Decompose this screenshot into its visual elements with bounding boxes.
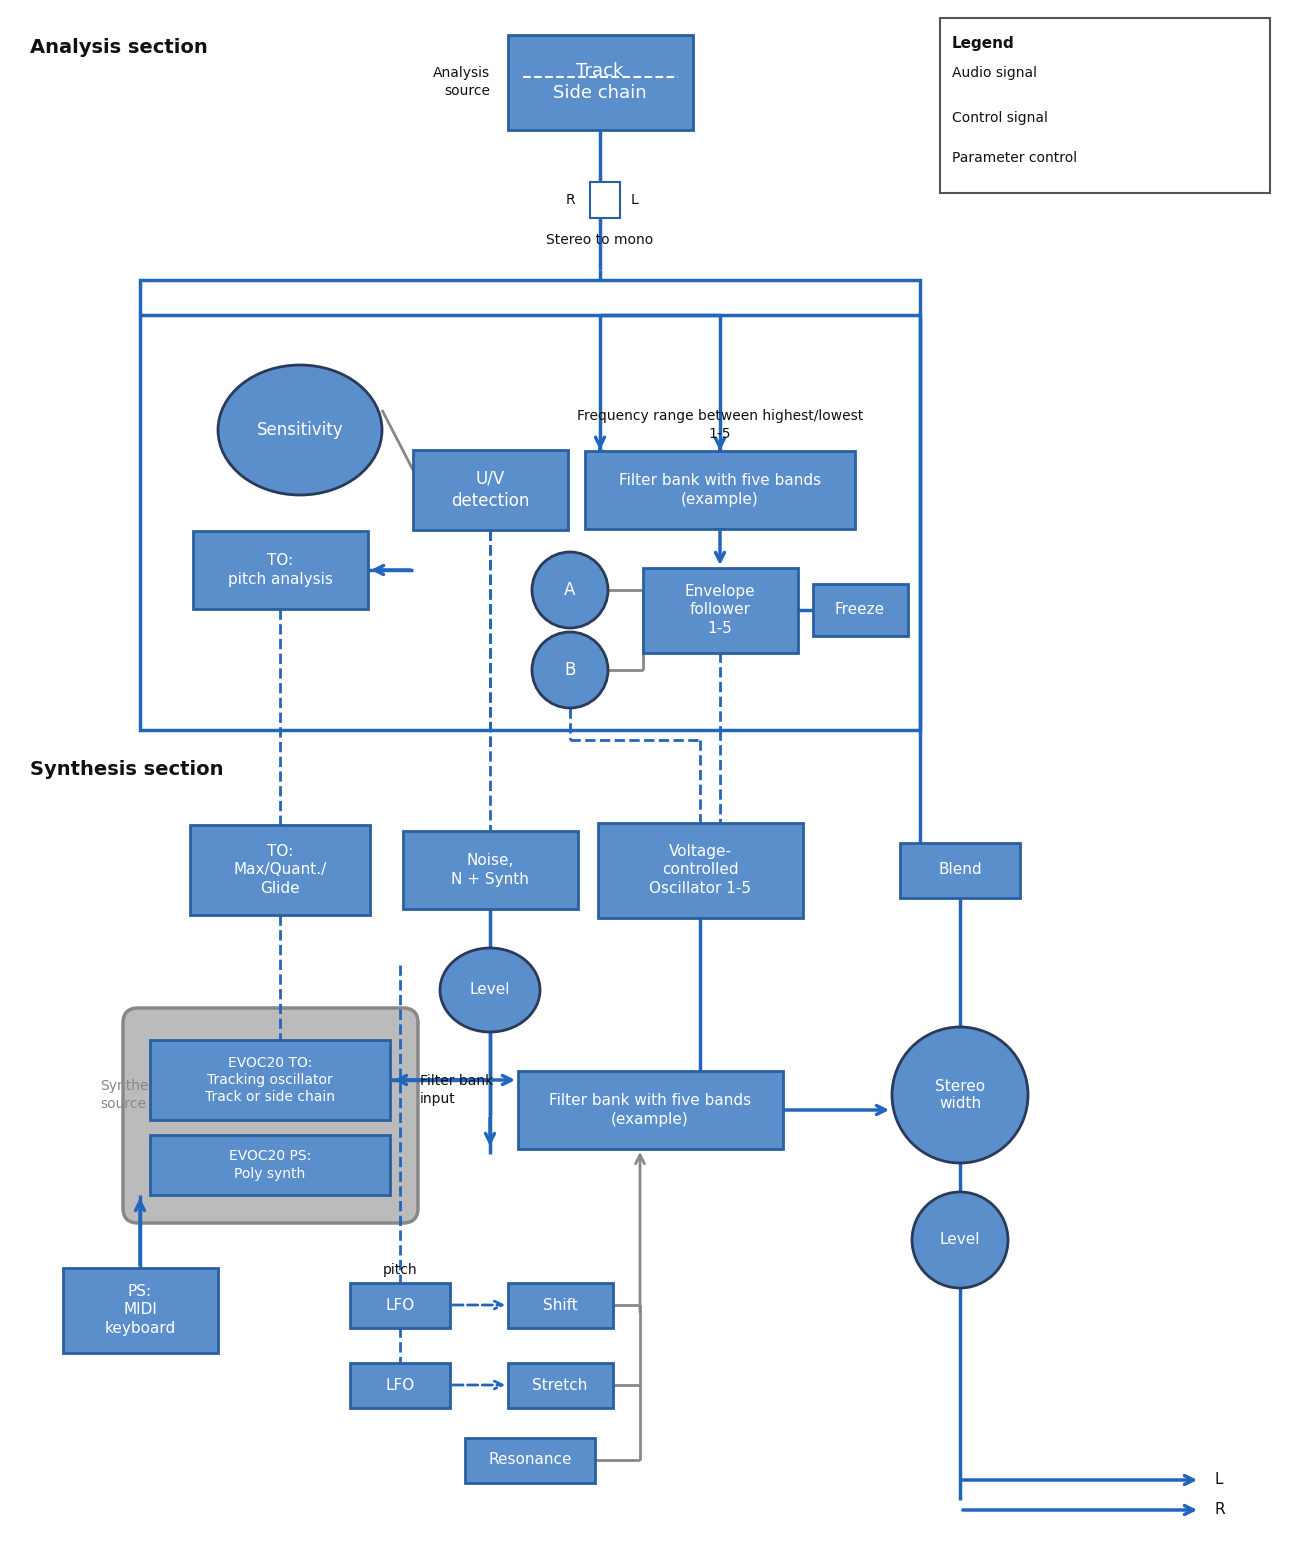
Ellipse shape	[912, 1192, 1007, 1288]
FancyBboxPatch shape	[940, 19, 1269, 193]
FancyBboxPatch shape	[150, 1134, 390, 1195]
Text: Legend: Legend	[952, 36, 1015, 51]
FancyBboxPatch shape	[517, 1071, 783, 1148]
Text: Parameter control: Parameter control	[952, 151, 1077, 165]
Text: Resonance: Resonance	[488, 1453, 571, 1467]
Text: LFO: LFO	[386, 1298, 414, 1313]
FancyBboxPatch shape	[413, 451, 568, 530]
FancyBboxPatch shape	[192, 531, 368, 609]
FancyBboxPatch shape	[507, 34, 693, 129]
Text: TO:
Max/Quant./
Glide: TO: Max/Quant./ Glide	[233, 844, 326, 897]
Ellipse shape	[218, 365, 382, 496]
Text: Level: Level	[470, 982, 511, 998]
Text: R: R	[1215, 1503, 1225, 1518]
Text: Sensitivity: Sensitivity	[257, 421, 343, 438]
FancyBboxPatch shape	[507, 1363, 613, 1408]
Text: Blend: Blend	[938, 862, 982, 878]
Text: PS:
MIDI
keyboard: PS: MIDI keyboard	[104, 1284, 175, 1336]
Text: EVOC20 TO:
Tracking oscillator
Track or side chain: EVOC20 TO: Tracking oscillator Track or …	[205, 1055, 335, 1105]
FancyBboxPatch shape	[402, 831, 578, 909]
FancyBboxPatch shape	[62, 1268, 218, 1352]
Text: Shift: Shift	[543, 1298, 578, 1313]
Text: A: A	[564, 581, 575, 598]
Text: Level: Level	[939, 1232, 980, 1248]
FancyBboxPatch shape	[584, 451, 855, 528]
FancyBboxPatch shape	[350, 1282, 450, 1327]
Text: Voltage-
controlled
Oscillator 1-5: Voltage- controlled Oscillator 1-5	[649, 844, 751, 897]
Text: Filter bank
input: Filter bank input	[421, 1074, 493, 1105]
Ellipse shape	[440, 948, 541, 1032]
Text: Synthesis
source: Synthesis source	[101, 1080, 166, 1111]
Text: U/V
detection: U/V detection	[450, 469, 529, 510]
Text: Frequency range between highest/lowest
1-5: Frequency range between highest/lowest 1…	[577, 409, 863, 441]
FancyBboxPatch shape	[350, 1363, 450, 1408]
Text: L: L	[1215, 1473, 1223, 1487]
FancyBboxPatch shape	[190, 825, 370, 915]
Text: B: B	[564, 660, 575, 679]
Text: Stereo to mono: Stereo to mono	[547, 233, 654, 247]
FancyBboxPatch shape	[123, 1009, 418, 1223]
Ellipse shape	[891, 1027, 1028, 1162]
Text: Analysis section: Analysis section	[30, 37, 208, 57]
Ellipse shape	[531, 632, 608, 709]
FancyBboxPatch shape	[590, 182, 620, 218]
Text: Filter bank with five bands
(example): Filter bank with five bands (example)	[619, 474, 820, 507]
FancyBboxPatch shape	[507, 1282, 613, 1327]
Text: Freeze: Freeze	[835, 603, 885, 617]
Text: R: R	[565, 193, 575, 207]
FancyBboxPatch shape	[900, 842, 1020, 898]
Text: Envelope
follower
1-5: Envelope follower 1-5	[685, 584, 756, 636]
Text: pitch: pitch	[383, 1263, 417, 1277]
Text: Noise,
N + Synth: Noise, N + Synth	[451, 853, 529, 887]
Text: Analysis
source: Analysis source	[433, 67, 490, 98]
Text: Stretch: Stretch	[533, 1377, 588, 1392]
Text: EVOC20 PS:
Poly synth: EVOC20 PS: Poly synth	[228, 1150, 311, 1181]
FancyBboxPatch shape	[813, 584, 907, 636]
Text: Synthesis section: Synthesis section	[30, 760, 223, 779]
Text: Audio signal: Audio signal	[952, 65, 1037, 79]
FancyBboxPatch shape	[597, 822, 802, 917]
Text: L: L	[631, 193, 639, 207]
Ellipse shape	[531, 552, 608, 628]
Text: LFO: LFO	[386, 1377, 414, 1392]
FancyBboxPatch shape	[464, 1437, 595, 1483]
Text: Stereo
width: Stereo width	[935, 1078, 986, 1111]
Text: TO:
pitch analysis: TO: pitch analysis	[227, 553, 333, 587]
Text: Track
Side chain: Track Side chain	[553, 62, 646, 103]
FancyBboxPatch shape	[150, 1040, 390, 1120]
FancyBboxPatch shape	[642, 567, 797, 653]
Text: Control signal: Control signal	[952, 110, 1047, 124]
Text: Filter bank with five bands
(example): Filter bank with five bands (example)	[550, 1092, 751, 1127]
